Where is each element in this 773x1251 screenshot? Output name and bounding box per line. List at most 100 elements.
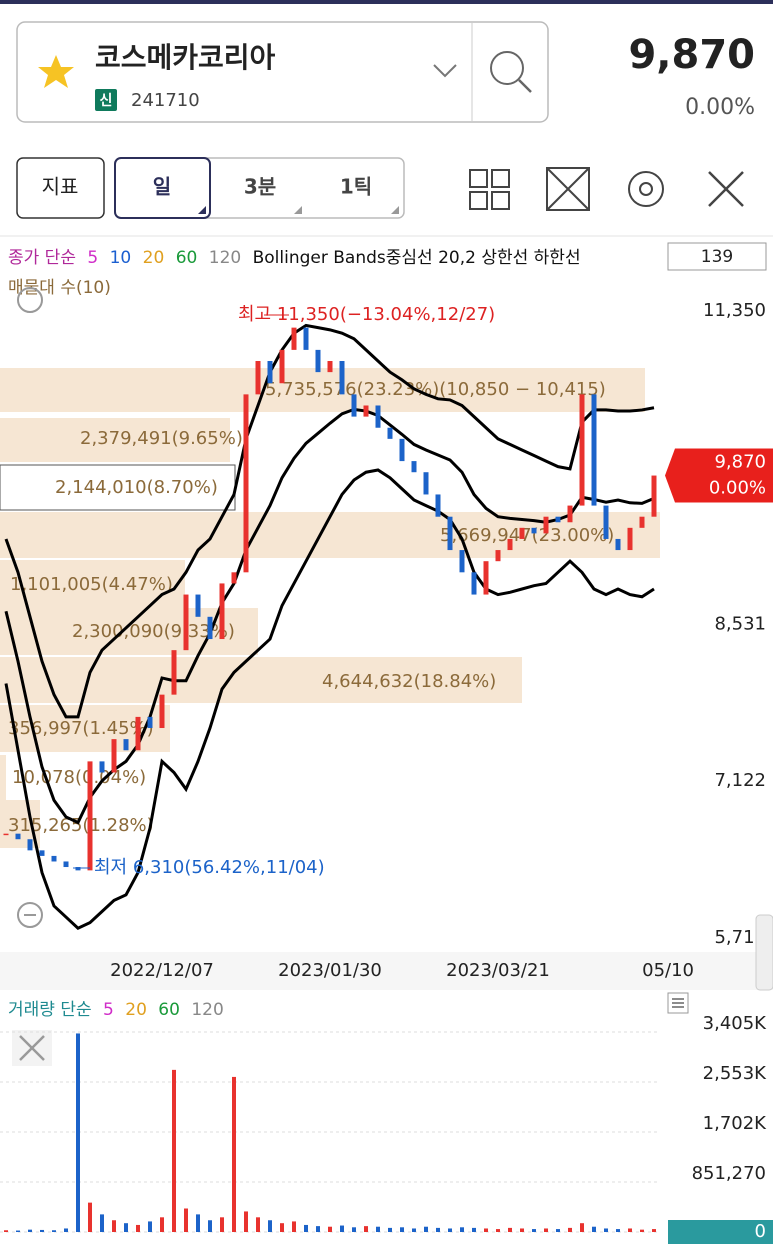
candle xyxy=(75,867,81,871)
profile-label: 5,735,576(23.23%)(10,850 − 10,415) xyxy=(265,379,606,400)
period-day-selected[interactable] xyxy=(114,157,211,219)
legend-period: 120 xyxy=(191,1000,223,1020)
x-tick-label: 2023/01/30 xyxy=(278,960,382,981)
profile-bar xyxy=(0,368,645,412)
zoom-out-icon[interactable] xyxy=(17,902,43,928)
volume-bar xyxy=(136,1224,140,1232)
candle xyxy=(363,405,369,417)
candle xyxy=(303,327,309,350)
candle xyxy=(615,538,621,551)
stock-search-box[interactable] xyxy=(16,21,549,123)
legend-period: 5 xyxy=(87,248,98,268)
settings-icon[interactable] xyxy=(628,171,664,207)
candle xyxy=(411,461,417,473)
volume-bar xyxy=(40,1229,44,1232)
candle xyxy=(315,349,321,373)
candle xyxy=(291,327,297,350)
candle-count: 139 xyxy=(701,247,733,267)
y-tick-label: 11,350 xyxy=(703,300,766,321)
legend-period: 60 xyxy=(158,1000,180,1020)
tools-icon[interactable] xyxy=(708,171,744,207)
button-label: 지표 xyxy=(42,175,79,199)
indicator-button[interactable] xyxy=(16,157,105,219)
lower-band xyxy=(4,468,655,930)
volume-pane: 3,405K 2,553K 1,702K 851,270 0 xyxy=(0,1013,773,1244)
volume-bar xyxy=(448,1228,452,1232)
volume-bar xyxy=(220,1217,224,1232)
candle xyxy=(111,739,117,773)
candle xyxy=(627,527,633,551)
volume-bar xyxy=(52,1230,56,1232)
zoom-in-icon[interactable] xyxy=(17,287,43,313)
fullscreen-icon[interactable] xyxy=(546,167,590,211)
y-tick-label: 3,405K xyxy=(703,1013,768,1034)
volume-bar xyxy=(148,1221,152,1232)
candle xyxy=(579,394,585,506)
legend-label: 종가 단순 xyxy=(8,248,76,268)
profile-label: 2,144,010(8.70%) xyxy=(55,477,218,498)
volume-bar xyxy=(592,1226,596,1232)
candle xyxy=(147,716,153,729)
scroll-handle[interactable] xyxy=(755,914,773,991)
volume-bar xyxy=(604,1228,608,1232)
candle xyxy=(159,694,165,729)
favorite-star[interactable] xyxy=(38,55,74,88)
profile-label: 4,644,632(18.84%) xyxy=(322,671,496,692)
x-tick-label: 2023/03/21 xyxy=(446,960,550,981)
legend-period: 60 xyxy=(176,248,198,268)
corner-mark xyxy=(294,206,302,214)
candle xyxy=(87,761,93,871)
volume-bar xyxy=(112,1220,116,1232)
y-tick-label: 0 xyxy=(755,1221,766,1242)
volume-bar xyxy=(268,1220,272,1232)
profile-label: 1,101,005(4.47%) xyxy=(10,574,173,595)
volume-bar xyxy=(532,1229,536,1232)
volume-bar xyxy=(496,1229,500,1232)
volume-profile-title: 매물대 수(10) xyxy=(8,278,111,298)
y-tick-label: 8,531 xyxy=(714,613,766,634)
candle xyxy=(3,833,9,836)
current-price: 9,870 xyxy=(628,32,755,78)
volume-bar xyxy=(460,1227,464,1232)
price-pane: 11,350 8,531 7,122 5,712 9,870 0.00% 최고 11,350… xyxy=(3,300,773,948)
volume-bar xyxy=(652,1229,656,1232)
candle xyxy=(123,739,129,751)
volume-bar xyxy=(436,1227,440,1232)
candle xyxy=(651,475,657,517)
price-tag xyxy=(665,448,773,503)
volume-bar xyxy=(340,1225,344,1232)
candle xyxy=(495,550,501,562)
volume-bar xyxy=(184,1208,188,1232)
badge-box xyxy=(95,89,117,111)
legend-period: 120 xyxy=(209,248,241,268)
candle xyxy=(27,839,33,851)
volume-bar xyxy=(196,1214,200,1232)
low-annotation: 최저 6,310(56.42%,11/04) xyxy=(94,857,325,878)
candle xyxy=(399,438,405,462)
dropdown-arrow[interactable] xyxy=(433,64,457,78)
volume-bar xyxy=(508,1227,512,1232)
y-tick-label: 2,553K xyxy=(703,1063,768,1084)
button-label[interactable]: 1틱 xyxy=(340,175,372,199)
candle xyxy=(63,861,69,868)
candle xyxy=(447,516,453,551)
menu-lines xyxy=(672,998,684,1008)
candle xyxy=(567,505,573,523)
candle xyxy=(519,527,525,539)
candle xyxy=(279,349,285,384)
volume-bar xyxy=(316,1226,320,1232)
close-icon xyxy=(19,1035,45,1061)
volume-bar xyxy=(124,1223,128,1232)
volume-bar xyxy=(412,1228,416,1232)
candle xyxy=(603,505,609,539)
count-box[interactable] xyxy=(667,242,767,271)
button-label: 일 xyxy=(153,175,171,199)
x-axis: 2022/12/07 2023/01/30 2023/03/21 05/10 xyxy=(110,960,694,981)
search-icon[interactable] xyxy=(490,51,524,85)
candle xyxy=(51,855,57,862)
button-label[interactable]: 3분 xyxy=(244,175,276,199)
layout-icon[interactable] xyxy=(469,169,510,210)
profile-bar xyxy=(0,418,230,462)
price-tag-change: 0.00% xyxy=(709,478,766,499)
